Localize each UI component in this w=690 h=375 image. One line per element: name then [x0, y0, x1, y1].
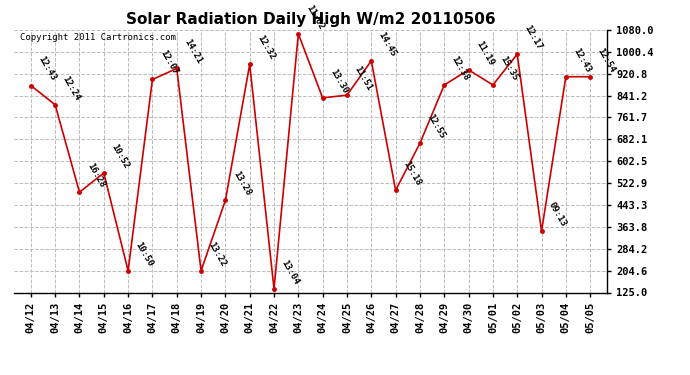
Text: 14:21: 14:21 [182, 38, 204, 66]
Text: 13:04: 13:04 [279, 258, 301, 286]
Text: 13:28: 13:28 [231, 170, 252, 198]
Text: 12:17: 12:17 [523, 24, 544, 51]
Text: 12:07: 12:07 [158, 49, 179, 77]
Text: Copyright 2011 Cartronics.com: Copyright 2011 Cartronics.com [20, 33, 176, 42]
Text: 11:51: 11:51 [353, 64, 374, 92]
Text: 12:38: 12:38 [450, 54, 471, 82]
Text: 09:13: 09:13 [547, 201, 569, 228]
Text: 15:18: 15:18 [401, 160, 422, 188]
Text: 13:30: 13:30 [328, 68, 349, 95]
Text: 12:55: 12:55 [426, 113, 446, 141]
Text: 16:28: 16:28 [85, 162, 106, 189]
Text: 12:32: 12:32 [255, 34, 277, 62]
Text: 15:35: 15:35 [498, 54, 520, 82]
Text: 12:43: 12:43 [571, 46, 593, 74]
Text: 12:54: 12:54 [595, 46, 617, 74]
Text: 12:24: 12:24 [61, 74, 82, 102]
Text: 11:02: 11:02 [304, 3, 325, 31]
Text: 10:52: 10:52 [109, 142, 130, 170]
Text: 14:45: 14:45 [377, 30, 398, 58]
Text: 10:50: 10:50 [134, 240, 155, 268]
Text: 13:22: 13:22 [206, 240, 228, 268]
Text: 12:43: 12:43 [37, 55, 57, 83]
Text: 11:19: 11:19 [474, 39, 495, 67]
Title: Solar Radiation Daily High W/m2 20110506: Solar Radiation Daily High W/m2 20110506 [126, 12, 495, 27]
